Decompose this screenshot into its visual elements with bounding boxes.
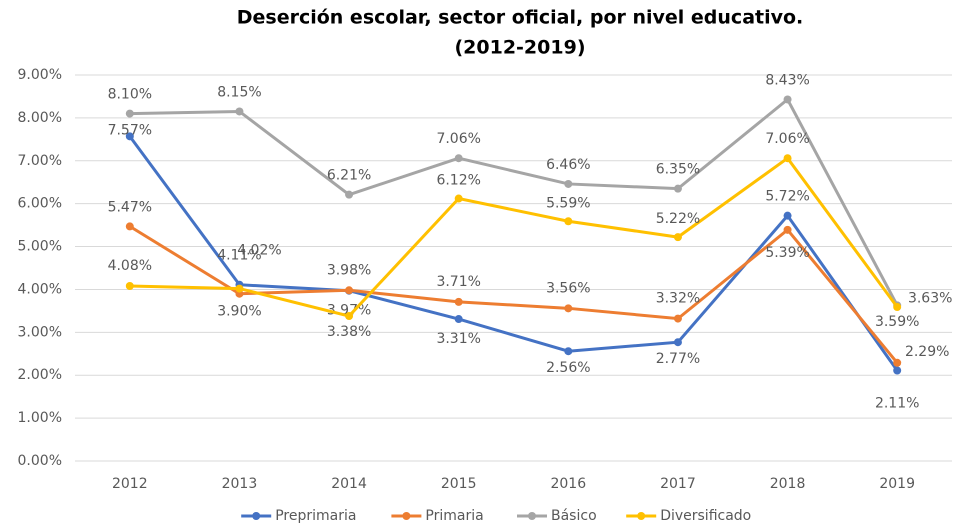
point [783, 211, 792, 220]
point [345, 312, 354, 321]
data-label: 2.77% [656, 351, 700, 367]
y-tick-label: 1.00% [18, 410, 62, 426]
y-tick-label: 8.00% [18, 110, 62, 126]
point [454, 315, 463, 324]
x-tick-label: 2013 [222, 476, 258, 492]
legend-marker [528, 512, 536, 520]
data-label: 8.43% [765, 72, 809, 88]
point [673, 184, 682, 193]
x-tick-label: 2014 [331, 476, 367, 492]
data-label: 8.10% [108, 87, 152, 103]
y-tick-label: 9.00% [18, 67, 62, 83]
point [673, 314, 682, 323]
data-label: 7.06% [436, 131, 480, 147]
series-line [128, 135, 899, 372]
y-tick-label: 6.00% [18, 196, 62, 212]
point [893, 358, 902, 367]
data-label: 6.35% [656, 162, 700, 178]
data-label: 5.39% [765, 245, 809, 261]
point [345, 190, 354, 199]
point [235, 284, 244, 293]
data-label: 3.59% [875, 314, 919, 330]
legend-label: Primaria [425, 508, 483, 524]
legend-marker [637, 512, 646, 520]
x-tick-label: 2012 [112, 476, 148, 492]
x-tick-label: 2015 [441, 476, 477, 492]
y-tick-label: 4.00% [18, 281, 62, 297]
data-label: 4.02% [237, 243, 281, 259]
legend-marker [402, 512, 411, 520]
point [454, 154, 463, 163]
series-line [129, 97, 899, 307]
x-tick-label: 2016 [550, 476, 586, 492]
data-label: 2.11% [875, 396, 919, 412]
data-label: 4.08% [108, 258, 152, 274]
chart-subtitle: (2012-2019) [454, 37, 585, 59]
data-label: 3.32% [656, 291, 700, 307]
data-label: 6.21% [327, 168, 371, 184]
data-label: 8.15% [217, 84, 261, 100]
point [893, 303, 902, 312]
y-tick-label: 5.00% [18, 239, 62, 255]
point [783, 95, 792, 104]
legend-label: Diversificado [660, 508, 751, 524]
data-label: 3.63% [908, 290, 952, 306]
legend-label: Preprimaria [275, 508, 356, 524]
point [125, 109, 134, 118]
data-label: 3.98% [327, 262, 371, 278]
point [564, 217, 573, 226]
point [345, 286, 354, 295]
point [783, 225, 792, 234]
data-label: 5.59% [546, 195, 590, 211]
data-label: 3.90% [217, 304, 261, 320]
point [673, 233, 682, 242]
data-label: 3.56% [546, 280, 590, 296]
x-tick-label: 2017 [660, 476, 696, 492]
data-label: 3.31% [436, 331, 480, 347]
point [125, 132, 134, 141]
data-label: 4.11% [217, 248, 261, 264]
y-tick-label: 7.00% [18, 153, 62, 169]
y-tick-label: 3.00% [18, 324, 62, 340]
data-label: 7.57% [108, 122, 152, 138]
legend-label: Básico [551, 508, 597, 524]
data-label: 6.46% [546, 157, 590, 173]
legend-marker [252, 512, 261, 520]
point [454, 194, 463, 203]
point [235, 107, 244, 116]
data-label: 5.47% [108, 199, 152, 215]
point [673, 338, 682, 347]
y-tick-label: 2.00% [18, 367, 62, 383]
point [893, 366, 902, 375]
point [783, 154, 792, 163]
point [564, 347, 573, 356]
x-tick-label: 2019 [879, 476, 915, 492]
point [125, 222, 134, 231]
y-tick-label: 0.00% [18, 453, 62, 469]
data-label: 3.38% [327, 324, 371, 340]
data-label: 7.06% [765, 131, 809, 147]
data-label: 2.56% [546, 360, 590, 376]
data-label: 5.22% [656, 211, 700, 227]
data-label: 2.29% [905, 344, 949, 360]
point [564, 304, 573, 313]
data-label: 6.12% [436, 173, 480, 189]
point [454, 297, 463, 306]
data-label: 5.72% [765, 189, 809, 205]
x-tick-label: 2018 [770, 476, 806, 492]
data-label: 3.71% [436, 274, 480, 290]
point [125, 282, 134, 291]
point [564, 179, 573, 188]
chart-title: Deserción escolar, sector oficial, por n… [237, 7, 804, 29]
series-line [129, 156, 899, 318]
